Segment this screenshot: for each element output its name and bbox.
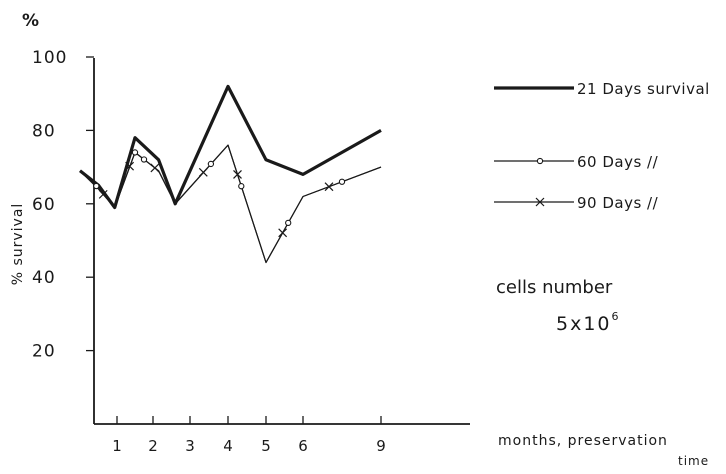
x-marker (150, 163, 160, 173)
x-marker (278, 228, 288, 238)
legend-label: 21 Days survival (577, 80, 710, 98)
x-marker-stroke (233, 170, 242, 179)
x-marker-stroke (125, 161, 135, 171)
series-line-60-days (79, 144, 382, 264)
circle-marker (285, 219, 292, 227)
circle-marker (93, 182, 100, 190)
series-lines (79, 84, 382, 264)
axis-ticks: 1 2 3 4 5 6 9 100 80 60 40 20 (32, 48, 386, 455)
x-axis-label: months, preservation time (498, 433, 709, 468)
x-tick-label: 1 (112, 437, 122, 455)
y-tick-label: 80 (32, 121, 56, 141)
legend-label: 90 Days // (577, 194, 659, 212)
series-line-21-days-survival (79, 84, 382, 210)
legend: 21 Days survival 60 Days // 90 Days // (494, 80, 710, 212)
x-marker (324, 182, 334, 192)
x-tick-label: 4 (223, 437, 233, 455)
x-marker-stroke (324, 182, 334, 192)
series-line-90-days (79, 144, 382, 264)
x-marker-stroke (278, 228, 288, 238)
x-marker-stroke (198, 167, 208, 177)
annotation-cells-value: 5x106 (556, 310, 621, 335)
y-unit-label: % (22, 11, 39, 31)
x-marker (233, 170, 242, 179)
y-tick-label: 100 (32, 48, 67, 68)
x-tick-label: 9 (376, 437, 386, 455)
x-tick-label: 3 (185, 437, 195, 455)
y-tick-label: 60 (32, 195, 56, 215)
x-tick-label: 2 (148, 437, 158, 455)
circle-marker (131, 149, 139, 156)
circle-marker (338, 178, 346, 185)
x-marker (98, 189, 108, 199)
y-tick-label: 40 (32, 268, 56, 288)
x-marker (198, 167, 208, 177)
circle-marker (536, 157, 544, 165)
annotation-cells-number: cells number (496, 277, 613, 298)
y-tick-label: 20 (32, 342, 56, 362)
circle-marker (207, 160, 215, 168)
x-tick-label: 6 (298, 437, 308, 455)
series-markers (93, 149, 346, 238)
circle-marker (140, 156, 148, 163)
legend-label: 60 Days // (577, 153, 659, 171)
x-marker (535, 197, 545, 207)
x-marker-stroke (98, 189, 108, 199)
circle-marker (238, 183, 245, 190)
x-marker (125, 161, 135, 171)
x-tick-label: 5 (261, 437, 271, 455)
y-axis-label: % survival (10, 203, 26, 286)
x-marker-stroke (535, 197, 545, 207)
x-marker-stroke (150, 163, 160, 173)
